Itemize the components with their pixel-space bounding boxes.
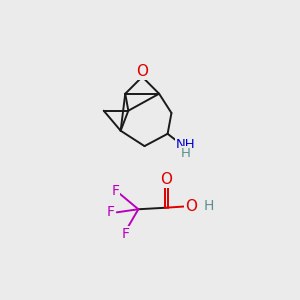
- Text: NH: NH: [176, 138, 195, 151]
- Text: H: H: [204, 199, 214, 213]
- Text: O: O: [185, 199, 197, 214]
- Text: F: F: [111, 184, 119, 198]
- Text: H: H: [180, 146, 190, 160]
- Text: F: F: [122, 227, 130, 241]
- Text: O: O: [160, 172, 172, 188]
- Text: O: O: [136, 64, 148, 79]
- Text: F: F: [106, 205, 115, 219]
